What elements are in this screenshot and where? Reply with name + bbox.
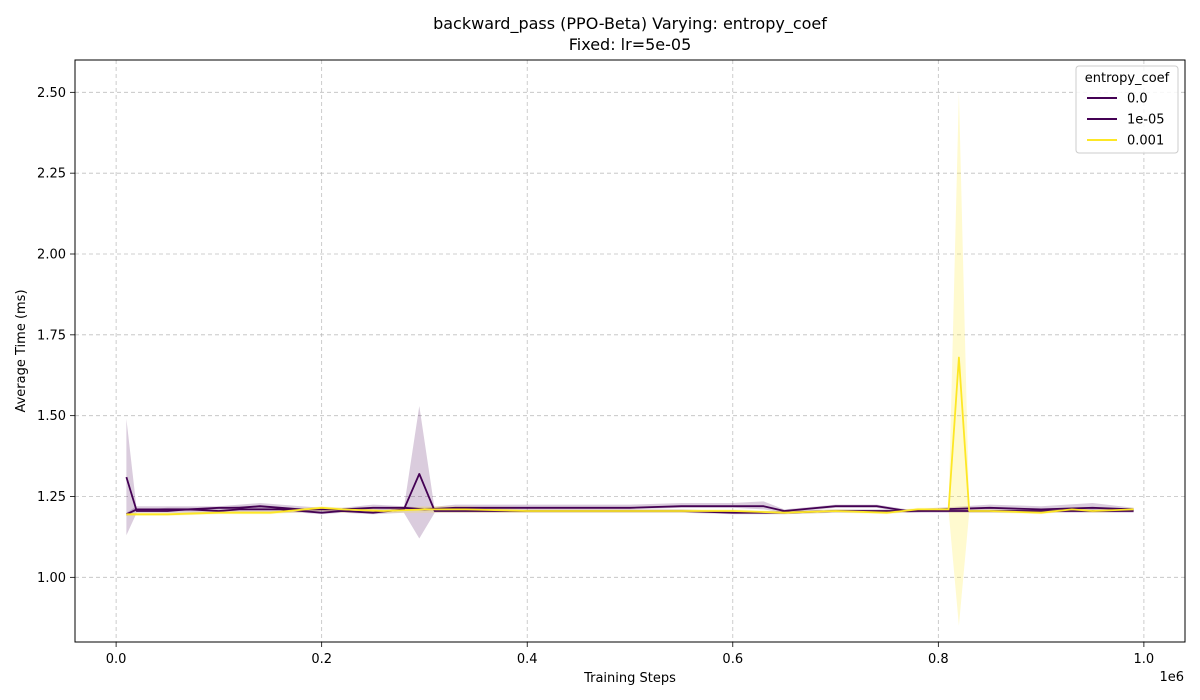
x-tick-label: 0.6 — [722, 652, 743, 667]
legend-box — [1075, 65, 1179, 154]
y-tick-label: 1.25 — [37, 490, 66, 505]
series-line-0.0 — [125, 472, 1134, 514]
confidence-bands — [126, 92, 1134, 626]
y-tick-label: 1.00 — [37, 571, 66, 586]
legend-title: entropy_coef — [1085, 71, 1170, 86]
y-tick-label: 2.50 — [37, 86, 66, 101]
x-axis-offset-label: 1e6 — [1159, 670, 1184, 685]
plot-area — [74, 59, 1186, 643]
chart-subtitle: Fixed: lr=5e-05 — [569, 35, 692, 54]
series-lines — [125, 356, 1134, 516]
y-axis-label: Average Time (ms) — [14, 289, 29, 412]
confidence-band-0.001 — [126, 92, 1134, 626]
x-tick-label: 0.2 — [311, 652, 332, 667]
x-tick-label: 0.4 — [517, 652, 538, 667]
confidence-band-0.0 — [126, 406, 1134, 539]
x-tick-label: 1.0 — [1134, 652, 1155, 667]
chart-title: backward_pass (PPO-Beta) Varying: entrop… — [433, 14, 827, 34]
y-tick-label: 1.50 — [37, 409, 66, 424]
series-line-0.001 — [126, 356, 1134, 516]
x-tick-label: 0.0 — [106, 652, 127, 667]
x-axis-label: Training Steps — [583, 671, 676, 686]
legend-label-0.0: 0.0 — [1127, 92, 1148, 107]
legend-label-0.001: 0.001 — [1127, 134, 1164, 149]
legend: entropy_coef 0.0 1e-05 0.001 — [1075, 65, 1179, 154]
y-tick-label: 2.25 — [37, 167, 66, 182]
y-axis: 1.00 1.25 1.50 1.75 2.00 2.25 2.50 — [37, 86, 75, 586]
legend-label-1e-05: 1e-05 — [1127, 113, 1165, 128]
grid — [75, 60, 1185, 642]
x-axis: 0.0 0.2 0.4 0.6 0.8 1.0 — [106, 642, 1154, 667]
y-tick-label: 2.00 — [37, 248, 66, 263]
y-tick-label: 1.75 — [37, 328, 66, 343]
x-tick-label: 0.8 — [928, 652, 949, 667]
